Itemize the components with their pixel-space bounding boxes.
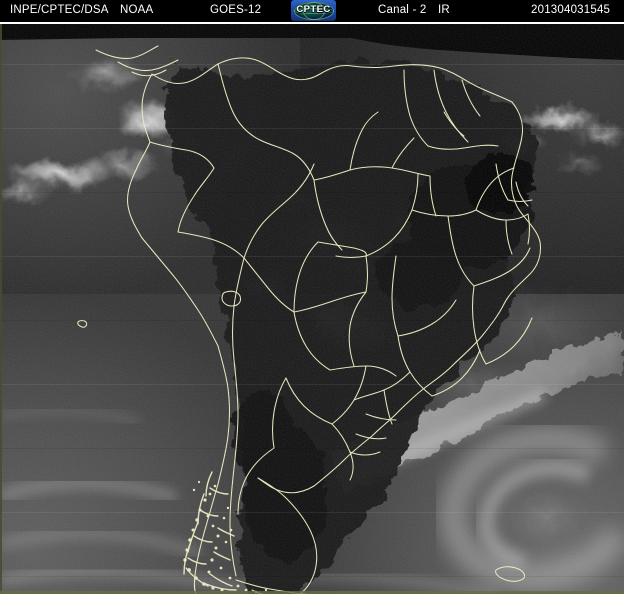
header-network-label: NOAA [120, 4, 154, 16]
raster-frame-bottom [0, 591, 624, 594]
satellite-image-canvas [0, 24, 624, 594]
cptec-logo: CPTEC [291, 0, 336, 21]
sensor-noise-layer [0, 24, 624, 594]
infrared-satellite-raster [0, 24, 624, 594]
raster-frame-left [0, 24, 2, 594]
header-band-label: IR [438, 4, 450, 16]
header-satellite-label: GOES-12 [210, 4, 262, 16]
scanline-banding [0, 64, 624, 577]
globe-grid-equator [294, 8, 334, 14]
image-header-bar: INPE/CPTEC/DSA NOAA GOES-12 CPTEC Canal … [0, 0, 624, 22]
header-timestamp-label: 201304031545 [531, 4, 611, 16]
header-divider [0, 22, 624, 24]
header-channel-label: Canal - 2 [378, 4, 427, 16]
header-agency-label: INPE/CPTEC/DSA [10, 4, 109, 16]
cptec-logo-label: CPTEC [296, 4, 331, 15]
